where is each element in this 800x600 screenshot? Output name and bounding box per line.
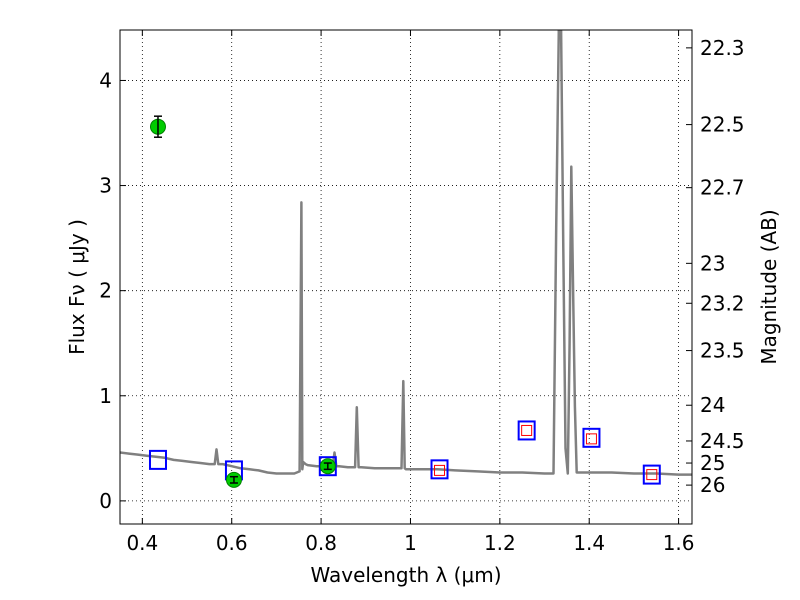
y-tick-label: 4: [99, 68, 112, 92]
x-tick-label: 0.6: [216, 531, 248, 555]
x-tick-label: 1.4: [573, 531, 605, 555]
y-tick-label: 3: [99, 174, 112, 198]
right-tick-label: 25: [700, 451, 725, 475]
right-tick-label: 23.5: [700, 339, 745, 363]
x-tick-label: 1.6: [663, 531, 695, 555]
model-band-blue-square: [430, 459, 449, 480]
model-band-blue-square: [642, 464, 661, 485]
model-band-red-square: [521, 424, 533, 436]
tick-labels: 0.4 0.6 0.8 1 1.2 1.4 1.60123422.322.522.72323…: [99, 36, 744, 555]
spectrum-series: [120, 30, 692, 476]
model-band-red-square: [585, 433, 597, 445]
model-band-red-square: [434, 464, 446, 476]
y-axis-label: Flux Fν ( μJy ): [65, 219, 89, 355]
photometry-points: [148, 115, 661, 488]
spectrum-line: [120, 30, 692, 476]
y-tick-label: 0: [99, 489, 112, 513]
right-tick-label: 26: [700, 473, 725, 497]
y-right-axis-label: Magnitude (AB): [757, 209, 781, 364]
right-tick-label: 23: [700, 251, 725, 275]
right-tick-label: 22.3: [700, 36, 745, 60]
y-tick-label: 2: [99, 279, 112, 303]
model-band-blue-square: [148, 449, 167, 470]
x-tick-label: 1.2: [484, 531, 516, 555]
model-band-blue-square: [582, 427, 601, 448]
x-tick-label: 0.8: [305, 531, 337, 555]
plot-frame: [119, 29, 693, 525]
model-band-red-square: [646, 469, 658, 481]
y-tick-label: 1: [99, 384, 112, 408]
right-tick-label: 22.7: [700, 176, 745, 200]
right-tick-label: 23.2: [700, 291, 745, 315]
right-tick-label: 24: [700, 393, 725, 417]
right-tick-label: 24.5: [700, 429, 745, 453]
axis-ticks: [120, 30, 692, 524]
x-axis-label: Wavelength λ (μm): [310, 563, 501, 587]
right-tick-label: 22.5: [700, 113, 745, 137]
x-tick-label: 0.4: [126, 531, 158, 555]
grid-lines: [120, 30, 692, 524]
model-band-blue-square: [517, 420, 536, 441]
x-tick-label: 1: [404, 531, 417, 555]
